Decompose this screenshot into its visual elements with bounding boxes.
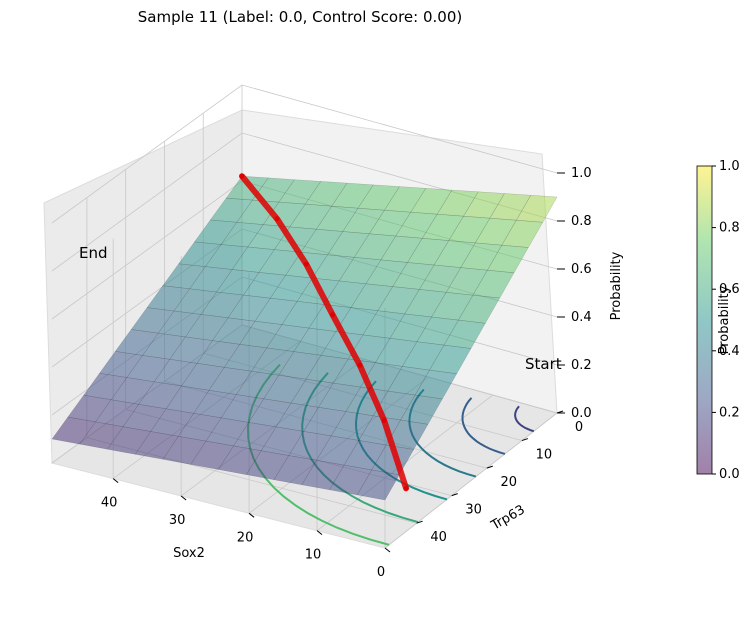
path-point bbox=[274, 216, 280, 222]
colorbar-tick-label: 0.0 bbox=[719, 467, 740, 482]
floor-grid-line bbox=[384, 412, 558, 549]
y-tick-label: 10 bbox=[536, 448, 553, 463]
z-tick-label: 0.2 bbox=[571, 358, 592, 373]
x-tick-label: 10 bbox=[305, 548, 322, 563]
x-tick-mark bbox=[316, 530, 323, 536]
colorbar: 0.0 0.2 0.4 0.6 0.8 1.0 Probability bbox=[696, 159, 740, 482]
x-axis-label: Sox2 bbox=[173, 546, 205, 561]
chart-title: Sample 11 (Label: 0.0, Control Score: 0.… bbox=[138, 8, 462, 26]
colorbar-tick-label: 0.8 bbox=[719, 221, 740, 236]
colorbar-tick-label: 0.6 bbox=[719, 282, 740, 297]
y-tick-mark bbox=[521, 438, 529, 442]
x-tick-label: 40 bbox=[101, 496, 118, 511]
path-point bbox=[303, 261, 309, 267]
probability-surface bbox=[51, 176, 558, 501]
surface-patch bbox=[357, 469, 400, 501]
y-tick-label: 40 bbox=[430, 530, 447, 545]
z-axis-label: Probability bbox=[609, 251, 624, 320]
z-tick-label: 1.0 bbox=[571, 166, 592, 181]
trajectory-path bbox=[239, 173, 410, 492]
x-tick-mark bbox=[112, 478, 119, 484]
x-tick-label: 0 bbox=[377, 565, 385, 580]
x-tick-mark bbox=[248, 512, 255, 518]
axis-ticks: 0 10 20 30 40 0 10 20 30 40 0.0 0.2 0.4 0.6 0.8 1.0 bbox=[101, 166, 592, 580]
x-tick-label: 20 bbox=[237, 530, 254, 545]
x-tick-label: 30 bbox=[169, 513, 186, 528]
y-tick-mark bbox=[416, 520, 423, 524]
colorbar-tick-label: 1.0 bbox=[719, 159, 740, 174]
path-point bbox=[403, 485, 409, 491]
path-point bbox=[239, 173, 245, 179]
z-tick-label: 0.8 bbox=[571, 214, 592, 229]
colorbar-label: Probability bbox=[717, 285, 732, 354]
path-point bbox=[357, 362, 363, 368]
y-tick-mark bbox=[486, 465, 493, 469]
colorbar-gradient bbox=[696, 165, 713, 475]
y-tick-mark bbox=[451, 493, 458, 497]
z-tick-label: 0.0 bbox=[571, 406, 592, 421]
colorbar-ticks: 0.0 0.2 0.4 0.6 0.8 1.0 bbox=[712, 159, 740, 482]
contour-line bbox=[461, 397, 506, 455]
y-tick-label: 30 bbox=[465, 503, 482, 518]
path-point bbox=[381, 418, 387, 424]
path-point bbox=[330, 312, 336, 318]
y-tick-label: 0 bbox=[575, 420, 583, 435]
x-tick-mark bbox=[384, 547, 391, 553]
end-label: End bbox=[79, 244, 108, 262]
colorbar-tick-label: 0.4 bbox=[719, 344, 740, 359]
z-tick-label: 0.6 bbox=[571, 262, 592, 277]
colorbar-tick-label: 0.2 bbox=[719, 405, 740, 420]
start-label: Start bbox=[525, 355, 562, 373]
y-axis-label: Trp63 bbox=[488, 502, 528, 534]
z-grid-line bbox=[51, 84, 558, 224]
z-tick-label: 0.4 bbox=[571, 310, 592, 325]
contour-line bbox=[514, 405, 535, 433]
x-tick-mark bbox=[180, 495, 187, 501]
y-tick-label: 20 bbox=[501, 475, 518, 490]
